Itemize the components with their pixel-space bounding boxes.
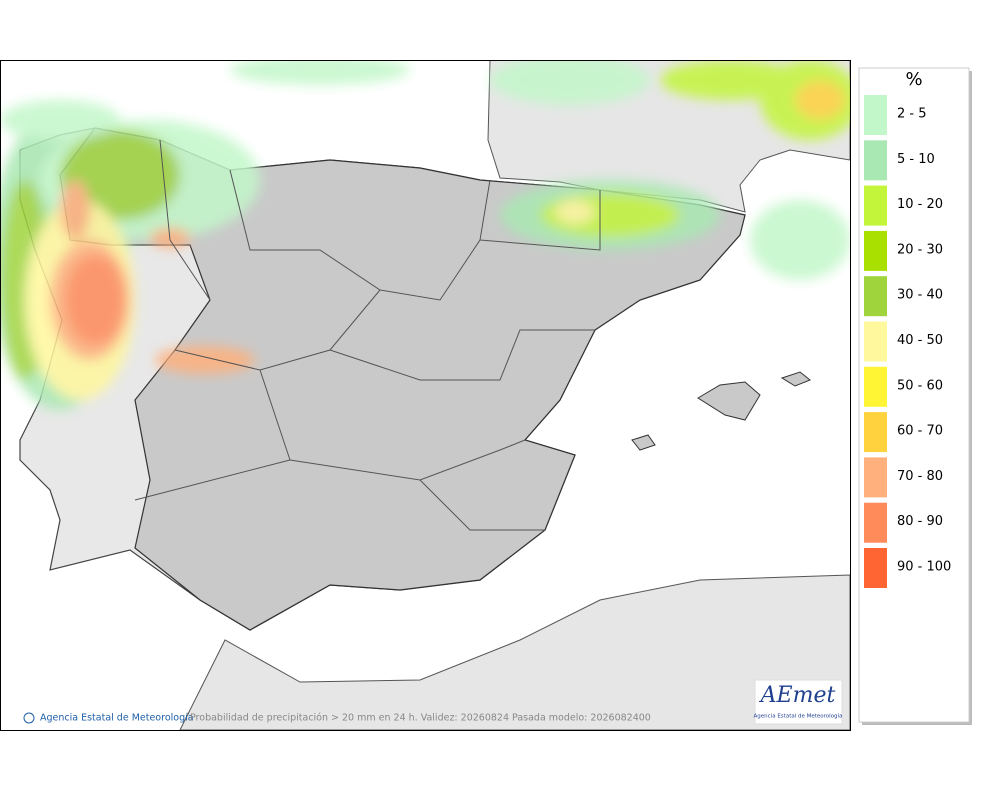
legend-swatch — [864, 457, 887, 498]
legend-swatch — [864, 502, 887, 543]
legend-label: 2 - 5 — [897, 107, 927, 122]
precipitation — [0, 60, 850, 410]
spain — [59, 127, 746, 631]
legend-label: 80 - 90 — [897, 514, 943, 529]
credit: Agencia Estatal de Meteorología — [40, 713, 194, 724]
caption: Probabilidad de precipitación > 20 mm en… — [190, 713, 651, 724]
legend-swatch — [864, 276, 887, 317]
legend-label: 5 - 10 — [897, 152, 935, 167]
menorca — [780, 371, 811, 387]
logo-subtitle: Agencia Estatal de Meteorología — [754, 713, 843, 720]
legend-label: 30 - 40 — [897, 288, 943, 303]
legend-label: 70 - 80 — [897, 469, 943, 484]
legend-swatch — [864, 230, 887, 271]
legend-title: % — [905, 69, 922, 90]
legend-label: 40 - 50 — [897, 333, 943, 348]
legend-label: 90 - 100 — [897, 560, 951, 575]
legend-label: 20 - 30 — [897, 242, 943, 257]
legend-label: 60 - 70 — [897, 424, 943, 439]
legend-swatch — [864, 412, 887, 453]
legend-swatch — [864, 140, 887, 181]
legend-swatch — [864, 95, 887, 135]
legend-swatch — [864, 548, 887, 588]
regions — [134, 139, 601, 531]
legend-label: 50 - 60 — [897, 378, 943, 393]
legend-swatch — [864, 321, 887, 362]
logo — [754, 679, 843, 725]
logo-title: AEmet — [759, 683, 836, 708]
map-frame — [0, 60, 851, 731]
copyright-icon — [23, 712, 35, 724]
legend-swatch — [864, 185, 887, 226]
legend-label: 10 - 20 — [897, 197, 943, 212]
africa — [179, 574, 850, 730]
legend-items: 2 - 5 5 - 10 10 - 20 20 - 30 30 - 40 40 - 50 5… — [864, 95, 951, 588]
map: Agencia Estatal de Meteorología Probabil… — [0, 60, 850, 730]
mallorca — [697, 381, 761, 421]
legend-swatch — [864, 366, 887, 407]
ibiza — [631, 434, 656, 451]
